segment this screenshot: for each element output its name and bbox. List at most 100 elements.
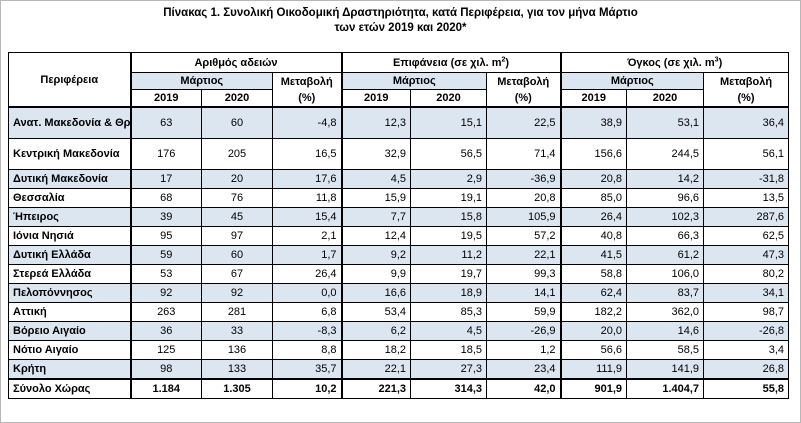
cell-permits-2020: 76 [201, 188, 273, 208]
region-name: Ήπειρος [8, 207, 131, 227]
cell-volume-2020: 61,2 [626, 245, 705, 265]
header-permits-change: Μεταβολή (%) [271, 72, 343, 108]
cell-area-2020: 314,3 [410, 378, 488, 399]
cell-area-2019: 18,2 [340, 340, 412, 360]
cell-area-2020: 27,3 [410, 359, 488, 380]
cell-area-change: 20,8 [486, 188, 562, 208]
cell-permits-change: 16,5 [271, 138, 343, 170]
cell-permits-2020: 133 [201, 359, 273, 380]
cell-permits-2019: 176 [129, 138, 202, 170]
cell-area-2020: 19,7 [410, 264, 488, 284]
cell-volume-2019: 182,2 [559, 302, 628, 322]
cell-volume-2019: 20,8 [559, 169, 628, 189]
table-row: Ιόνια Νησιά 95 97 2,1 12,4 19,5 57,2 40,8 66,3 62… [8, 226, 790, 246]
cell-volume-2019: 56,6 [559, 340, 628, 360]
region-name: Πελοπόννησος [8, 283, 131, 303]
header-area-text: Επιφάνεια (σε χιλ. m [392, 56, 502, 69]
cell-area-change: 99,3 [486, 264, 562, 284]
header-area-change-l2: (%) [514, 91, 532, 104]
table-row: Βόρειο Αιγαίο 36 33 -8,3 6,2 4,5 -26,9 20,0 14,6… [8, 321, 790, 341]
cell-volume-2020: 244,5 [626, 138, 705, 170]
cell-permits-change: -8,3 [271, 321, 343, 341]
cell-permits-2019: 92 [129, 283, 202, 303]
cell-area-2020: 11,2 [410, 245, 488, 265]
cell-permits-2020: 33 [201, 321, 273, 341]
cell-area-change: -26,9 [486, 321, 562, 341]
cell-permits-change: 15,4 [271, 207, 343, 227]
cell-volume-2019: 26,4 [559, 207, 628, 227]
table-row: Θεσσαλία 68 76 11,8 15,9 19,1 20,8 85,0 96,6 13,5 [8, 188, 790, 208]
cell-area-change: 57,2 [486, 226, 562, 246]
cell-volume-2020: 14,2 [626, 169, 705, 189]
cell-volume-change: 26,8 [703, 359, 790, 380]
region-name: Αττική [8, 302, 131, 322]
cell-permits-change: 6,8 [271, 302, 343, 322]
cell-permits-2020: 136 [201, 340, 273, 360]
header-area-sup: 2 [501, 55, 506, 63]
cell-area-change: 22,5 [486, 106, 562, 139]
cell-area-change: 14,1 [486, 283, 562, 303]
header-volume-2019: 2019 [559, 89, 628, 108]
cell-volume-change: 80,2 [703, 264, 790, 284]
cell-permits-2020: 92 [201, 283, 273, 303]
total-row: Σύνολο Χώρας 1.184 1.305 10,2 221,3 314,3 42,0… [8, 378, 790, 399]
cell-permits-2019: 39 [129, 207, 202, 227]
cell-volume-2020: 14,6 [626, 321, 705, 341]
cell-volume-2019: 58,8 [559, 264, 628, 284]
cell-area-2019: 16,6 [340, 283, 412, 303]
table-row: Αττική 263 281 6,8 53,4 85,3 59,9 182,2 362,0 98,… [8, 302, 790, 322]
cell-volume-change: 98,7 [703, 302, 790, 322]
cell-volume-change: 47,3 [703, 245, 790, 265]
table-row: Δυτική Ελλάδα 59 60 1,7 9,2 11,2 22,1 41,5 61,2 4… [8, 245, 790, 265]
header-volume-change: Μεταβολή (%) [703, 72, 790, 108]
cell-volume-change: 56,1 [703, 138, 790, 170]
cell-area-change: 105,9 [486, 207, 562, 227]
table-row: Ήπειρος 39 45 15,4 7,7 15,8 105,9 26,4 102,3 287,… [8, 207, 790, 227]
region-name: Ανατ. Μακεδονία & Θράκη [8, 106, 131, 139]
header-volume-close: ) [718, 56, 723, 69]
cell-permits-change: 17,6 [271, 169, 343, 189]
cell-volume-2019: 40,8 [559, 226, 628, 246]
cell-permits-2019: 263 [129, 302, 202, 322]
cell-area-2019: 53,4 [340, 302, 412, 322]
header-volume-change-l2: (%) [737, 91, 755, 104]
cell-permits-2019: 59 [129, 245, 202, 265]
cell-area-change: 1,2 [486, 340, 562, 360]
region-name: Νότιο Αιγαίο [8, 340, 131, 360]
cell-volume-change: 36,4 [703, 106, 790, 139]
cell-area-2020: 85,3 [410, 302, 488, 322]
cell-permits-change: 10,2 [271, 378, 343, 399]
header-area-2020: 2020 [410, 89, 488, 108]
cell-permits-change: 35,7 [271, 359, 343, 380]
cell-volume-2020: 141,9 [626, 359, 705, 380]
cell-area-2020: 56,5 [410, 138, 488, 170]
cell-permits-2019: 63 [129, 106, 202, 139]
cell-area-2019: 22,1 [340, 359, 412, 380]
cell-permits-change: 1,7 [271, 245, 343, 265]
header-area-close: ) [505, 56, 510, 69]
cell-area-2019: 12,3 [340, 106, 412, 139]
header-permits: Αριθμός αδειών [129, 52, 343, 73]
region-name: Κεντρική Μακεδονία [8, 138, 131, 170]
cell-permits-2020: 67 [201, 264, 273, 284]
cell-area-2019: 9,2 [340, 245, 412, 265]
cell-volume-2020: 106,0 [626, 264, 705, 284]
cell-permits-change: -4,8 [271, 106, 343, 139]
table-row: Κρήτη 98 133 35,7 22,1 27,3 23,4 111,9 141,9 26,8 [8, 359, 790, 380]
cell-permits-change: 2,1 [271, 226, 343, 246]
cell-permits-change: 8,8 [271, 340, 343, 360]
cell-permits-2019: 125 [129, 340, 202, 360]
cell-volume-change: -31,8 [703, 169, 790, 189]
cell-area-2019: 221,3 [340, 378, 412, 399]
table-row: Κεντρική Μακεδονία 176 205 16,5 32,9 56,5 71,4… [8, 138, 790, 170]
cell-permits-2020: 60 [201, 245, 273, 265]
cell-volume-2019: 901,9 [559, 378, 628, 399]
title-line-2: των ετών 2019 και 2020* [334, 22, 467, 34]
table-body: Ανατ. Μακεδονία & Θράκη6360-4,812,315,12… [8, 106, 790, 399]
header-area: Επιφάνεια (σε χιλ. m2) [340, 52, 562, 73]
region-name: Κρήτη [8, 359, 131, 380]
cell-volume-change: 55,8 [703, 378, 790, 399]
cell-volume-2019: 62,4 [559, 283, 628, 303]
header-permits-2020: 2020 [201, 89, 273, 108]
cell-area-change: 22,1 [486, 245, 562, 265]
